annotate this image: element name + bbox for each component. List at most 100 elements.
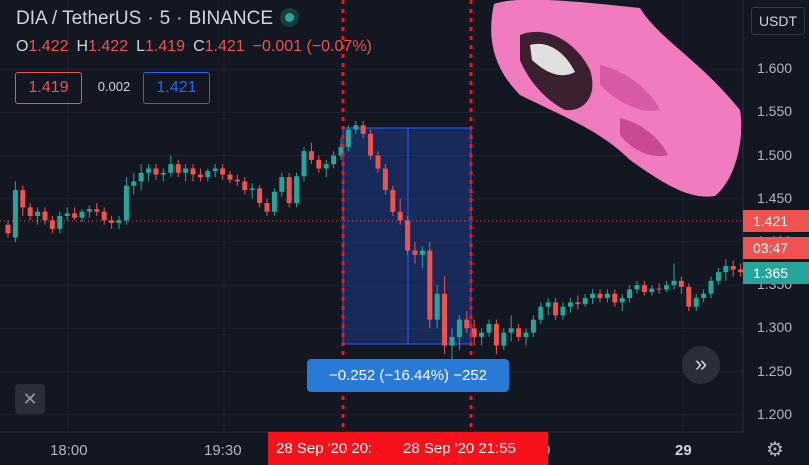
current-price-tag: 1.421 (743, 210, 809, 232)
candle-down (72, 213, 78, 218)
price-tick-label: 1.500 (757, 146, 793, 163)
candle-down (641, 285, 647, 293)
candle-up (538, 306, 544, 320)
candle-down (471, 328, 477, 337)
sticker-image (491, 0, 742, 197)
change-value: −0.001 (−0.07%) (252, 38, 372, 55)
candle-up (86, 209, 92, 212)
candle-down (375, 155, 381, 169)
price-tick-label: 1.250 (757, 362, 793, 379)
high-label: H (76, 38, 89, 55)
countdown-tag: 03:47 (743, 237, 809, 259)
candle-up (723, 266, 729, 273)
candle-up (449, 336, 455, 346)
candle-up (294, 176, 300, 204)
candle-up (205, 171, 211, 178)
range-start-time-tag: 28 Sep '20 20: (268, 432, 402, 465)
sell-button[interactable]: 1.419 (15, 72, 82, 104)
candle-up (715, 272, 721, 281)
candle-up (627, 289, 633, 299)
candle-up (323, 164, 329, 169)
candle-up (501, 332, 507, 346)
time-label-1800: 18:00 (50, 442, 88, 459)
close-label: C (193, 38, 205, 55)
candle-down (227, 174, 233, 180)
scroll-to-realtime-button[interactable]: » (682, 346, 720, 384)
candle-up (116, 220, 122, 223)
candle-down (27, 207, 33, 216)
price-tick-label: 1.300 (757, 319, 793, 336)
candle-down (730, 266, 736, 270)
buy-button[interactable]: 1.421 (143, 72, 210, 104)
candle-down (175, 164, 181, 173)
candle-up (279, 177, 285, 192)
candle-down (397, 211, 403, 221)
candle-down (656, 288, 662, 290)
candle-up (160, 172, 166, 175)
close-button[interactable]: ✕ (15, 384, 45, 414)
candle-down (368, 133, 374, 156)
candle-up (479, 332, 485, 337)
candle-up (353, 125, 359, 130)
candle-down (442, 293, 448, 346)
candle-up (671, 280, 677, 286)
currency-button[interactable]: USDT (751, 7, 805, 35)
candle-down (360, 125, 366, 134)
candle-down (427, 250, 433, 320)
ohlc-legend: O1.422 H1.422 L1.419 C1.421 −0.001 (−0.07%) (16, 38, 380, 56)
candle-down (197, 174, 203, 178)
time-label-1930: 19:30 (204, 442, 242, 459)
symbol-name: DIA / TetherUS (16, 8, 142, 29)
candle-up (567, 302, 573, 307)
open-label: O (16, 38, 29, 55)
candle-down (190, 168, 196, 175)
candle-up (419, 250, 425, 255)
candle-up (79, 211, 85, 218)
candle-up (434, 293, 440, 320)
low-label: L (136, 38, 146, 55)
candle-down (612, 293, 618, 303)
candle-down (101, 211, 107, 221)
candle-up (634, 285, 640, 290)
candle-down (153, 168, 159, 175)
spread-value: 0.002 (97, 79, 131, 94)
candle-up (523, 332, 529, 337)
close-value: 1.421 (204, 38, 245, 55)
candle-up (212, 168, 218, 172)
candle-down (382, 168, 388, 191)
candle-up (183, 168, 189, 173)
candle-up (560, 306, 566, 316)
candle-up (619, 298, 625, 303)
candle-down (109, 220, 115, 223)
candle-down (49, 220, 55, 229)
candle-down (257, 188, 263, 204)
price-tick-label: 1.450 (757, 189, 793, 206)
candle-up (301, 151, 307, 177)
candle-down (493, 324, 499, 346)
candle-down (686, 286, 692, 307)
candle-up (138, 172, 144, 182)
candle-down (553, 302, 559, 316)
candle-up (35, 211, 41, 216)
open-value: 1.422 (28, 38, 69, 55)
candle-up (331, 155, 337, 165)
price-tick-label: 1.600 (757, 60, 793, 77)
candle-down (20, 190, 26, 208)
close-icon: ✕ (22, 389, 38, 409)
time-label-29: 29 (675, 442, 692, 459)
candles-layer (5, 120, 744, 363)
candle-up (64, 213, 70, 216)
candle-down (94, 209, 100, 212)
high-value: 1.422 (88, 38, 129, 55)
settings-button[interactable]: ⚙ (766, 437, 784, 462)
symbol-legend[interactable]: DIA / TetherUS · 5 · BINANCE (16, 8, 295, 30)
price-tick-label: 1.550 (757, 103, 793, 120)
candle-up (545, 302, 551, 307)
candle-down (264, 203, 270, 212)
candle-down (405, 220, 411, 251)
candle-down (316, 159, 322, 169)
candle-down (42, 211, 48, 221)
candle-down (464, 319, 470, 329)
